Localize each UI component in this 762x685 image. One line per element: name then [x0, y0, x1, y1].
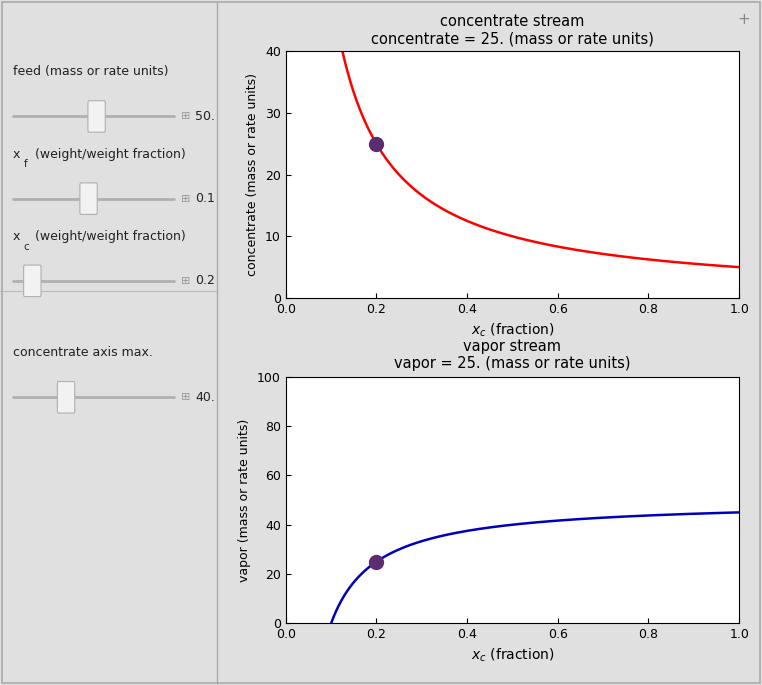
Y-axis label: vapor (mass or rate units): vapor (mass or rate units) [239, 419, 251, 582]
FancyBboxPatch shape [80, 183, 98, 214]
Text: 0.2: 0.2 [195, 275, 216, 287]
Text: f: f [24, 160, 27, 169]
Text: ⊞: ⊞ [181, 112, 190, 121]
Text: 0.1: 0.1 [195, 192, 216, 205]
Text: 50.: 50. [195, 110, 216, 123]
FancyBboxPatch shape [88, 101, 105, 132]
FancyBboxPatch shape [24, 265, 41, 297]
Title: vapor stream
vapor = 25. (mass or rate units): vapor stream vapor = 25. (mass or rate u… [394, 339, 631, 371]
X-axis label: $x_c$ (fraction): $x_c$ (fraction) [471, 321, 554, 339]
Text: +: + [737, 12, 750, 27]
Y-axis label: concentrate (mass or rate units): concentrate (mass or rate units) [246, 73, 259, 276]
Text: 40.: 40. [195, 391, 216, 403]
FancyBboxPatch shape [57, 382, 75, 413]
Title: concentrate stream
concentrate = 25. (mass or rate units): concentrate stream concentrate = 25. (ma… [371, 14, 654, 46]
Text: ⊞: ⊞ [181, 194, 190, 203]
X-axis label: $x_c$ (fraction): $x_c$ (fraction) [471, 647, 554, 664]
Text: c: c [24, 242, 29, 251]
Text: (weight/weight fraction): (weight/weight fraction) [31, 230, 186, 242]
Text: (weight/weight fraction): (weight/weight fraction) [31, 148, 186, 160]
Text: x: x [13, 148, 21, 160]
Text: feed (mass or rate units): feed (mass or rate units) [13, 66, 168, 78]
Text: concentrate axis max.: concentrate axis max. [13, 347, 153, 359]
Text: x: x [13, 230, 21, 242]
Text: ⊞: ⊞ [181, 276, 190, 286]
Text: ⊞: ⊞ [181, 393, 190, 402]
